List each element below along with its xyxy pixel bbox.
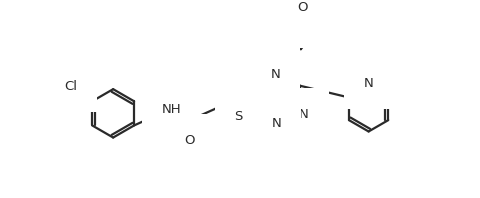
- Text: S: S: [234, 110, 242, 123]
- Text: N: N: [363, 77, 372, 90]
- Text: N: N: [270, 68, 279, 81]
- Text: N: N: [271, 117, 281, 130]
- Text: O: O: [184, 134, 194, 147]
- Text: NH: NH: [161, 103, 181, 116]
- Text: N: N: [299, 108, 308, 121]
- Text: O: O: [297, 1, 307, 14]
- Text: Cl: Cl: [64, 80, 77, 93]
